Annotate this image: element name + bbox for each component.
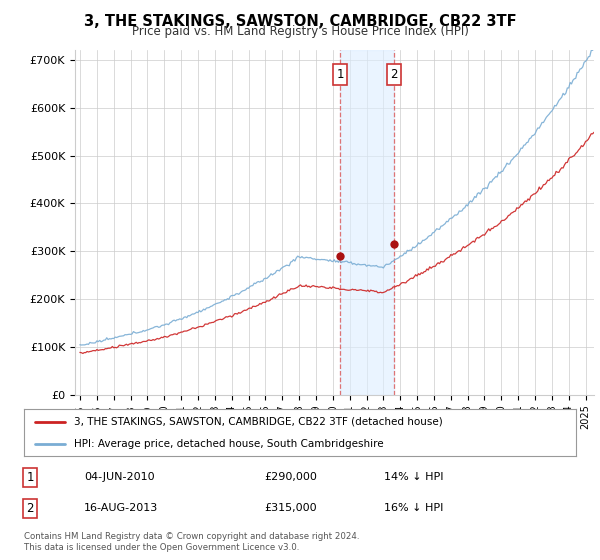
Text: Contains HM Land Registry data © Crown copyright and database right 2024.
This d: Contains HM Land Registry data © Crown c… [24,532,359,552]
Text: 3, THE STAKINGS, SAWSTON, CAMBRIDGE, CB22 3TF (detached house): 3, THE STAKINGS, SAWSTON, CAMBRIDGE, CB2… [74,417,442,427]
Text: 2: 2 [26,502,34,515]
Text: £315,000: £315,000 [264,503,317,513]
Text: 04-JUN-2010: 04-JUN-2010 [84,473,155,482]
Text: 2: 2 [390,68,398,81]
Text: HPI: Average price, detached house, South Cambridgeshire: HPI: Average price, detached house, Sout… [74,438,383,449]
Text: 1: 1 [337,68,344,81]
Text: 1: 1 [26,471,34,484]
Text: Price paid vs. HM Land Registry's House Price Index (HPI): Price paid vs. HM Land Registry's House … [131,25,469,38]
Bar [340,50,394,395]
Text: 14% ↓ HPI: 14% ↓ HPI [384,473,443,482]
Text: £290,000: £290,000 [264,473,317,482]
Text: 16-AUG-2013: 16-AUG-2013 [84,503,158,513]
Text: 3, THE STAKINGS, SAWSTON, CAMBRIDGE, CB22 3TF: 3, THE STAKINGS, SAWSTON, CAMBRIDGE, CB2… [83,14,517,29]
Text: 16% ↓ HPI: 16% ↓ HPI [384,503,443,513]
